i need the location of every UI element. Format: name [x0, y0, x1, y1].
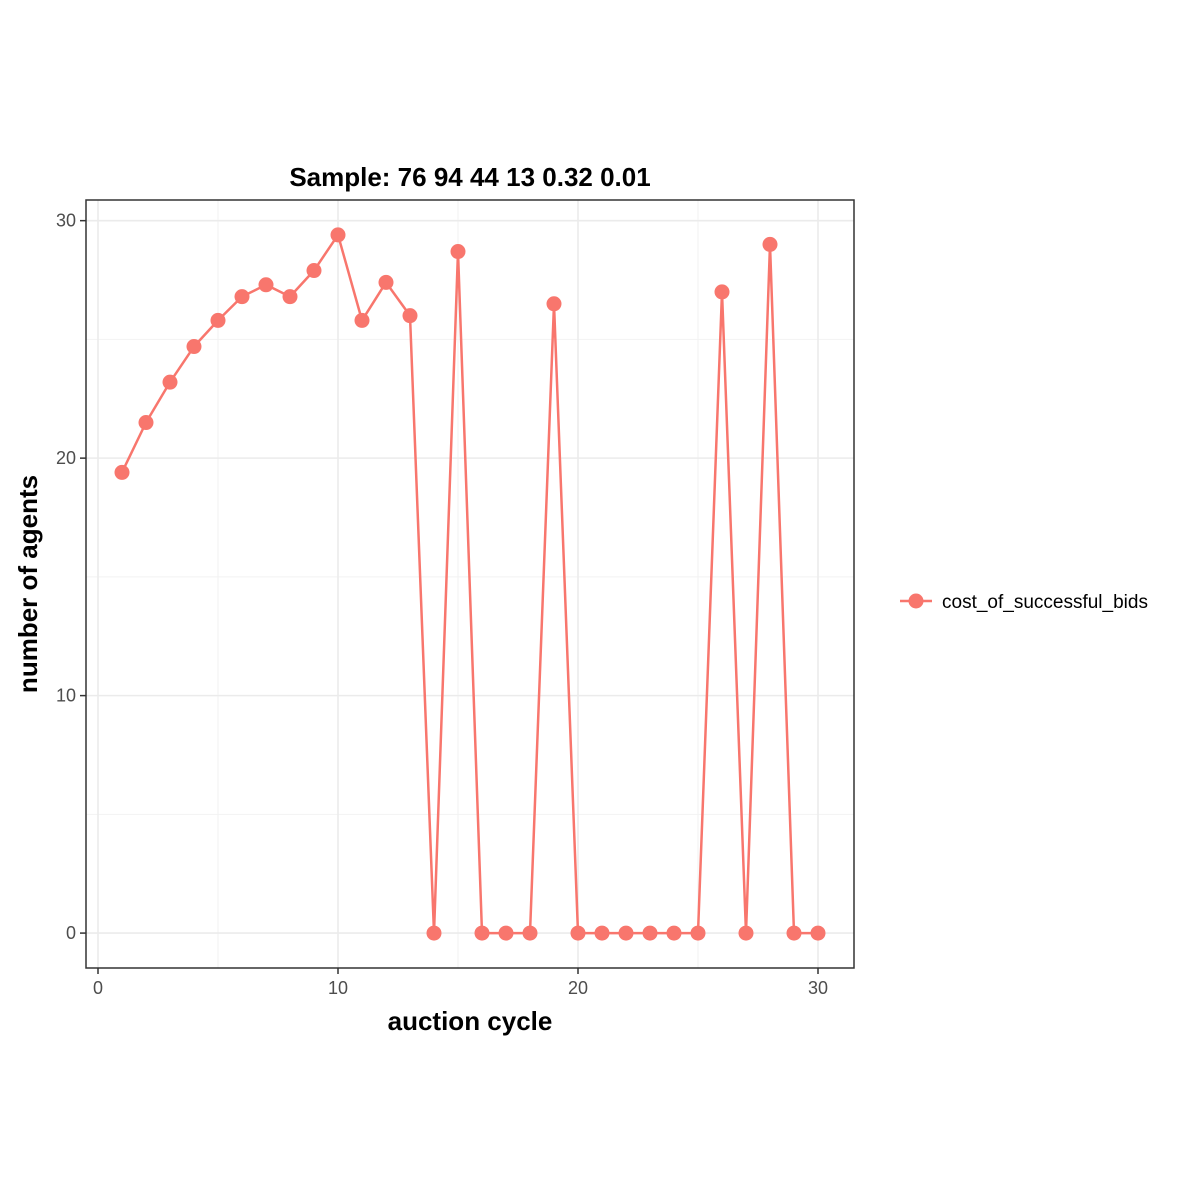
data-point [642, 925, 658, 941]
y-tick-label: 0 [66, 923, 76, 943]
data-point [378, 274, 394, 290]
data-point [426, 925, 442, 941]
y-axis: 0 10 20 30 [56, 211, 86, 943]
data-point [162, 374, 178, 390]
y-tick-label: 30 [56, 211, 76, 231]
data-point [114, 464, 130, 480]
data-point [210, 312, 226, 328]
data-point [402, 308, 418, 324]
series-points [114, 227, 826, 941]
data-point [666, 925, 682, 941]
data-point [354, 312, 370, 328]
plot-panel-border [85, 199, 855, 969]
x-tick-label: 30 [808, 978, 828, 998]
data-point [498, 925, 514, 941]
x-tick-label: 20 [568, 978, 588, 998]
data-point [594, 925, 610, 941]
data-point [306, 263, 322, 279]
data-point [330, 227, 346, 243]
data-point [450, 244, 466, 260]
x-tick-label: 0 [93, 978, 103, 998]
legend-key-marker [908, 593, 924, 609]
y-axis-title: number of agents [13, 475, 43, 693]
chart-title: Sample: 76 94 44 13 0.32 0.01 [289, 162, 650, 192]
y-tick-label: 10 [56, 686, 76, 706]
legend-label: cost_of_successful_bids [942, 592, 1148, 613]
x-tick-label: 10 [328, 978, 348, 998]
y-tick-label: 20 [56, 448, 76, 468]
data-point [186, 339, 202, 355]
data-point [474, 925, 490, 941]
data-point [282, 289, 298, 305]
data-point [810, 925, 826, 941]
data-point [786, 925, 802, 941]
data-point [618, 925, 634, 941]
x-axis-title: auction cycle [388, 1006, 553, 1036]
major-gridlines [86, 200, 854, 968]
data-point [570, 925, 586, 941]
data-point [234, 289, 250, 305]
data-point [690, 925, 706, 941]
data-point [714, 284, 730, 300]
data-point [762, 236, 778, 252]
data-point [522, 925, 538, 941]
data-point [738, 925, 754, 941]
data-point [258, 277, 274, 293]
legend: cost_of_successful_bids [900, 592, 1148, 613]
data-point [546, 296, 562, 312]
data-point [138, 415, 154, 431]
x-axis: 0 10 20 30 [93, 968, 828, 998]
